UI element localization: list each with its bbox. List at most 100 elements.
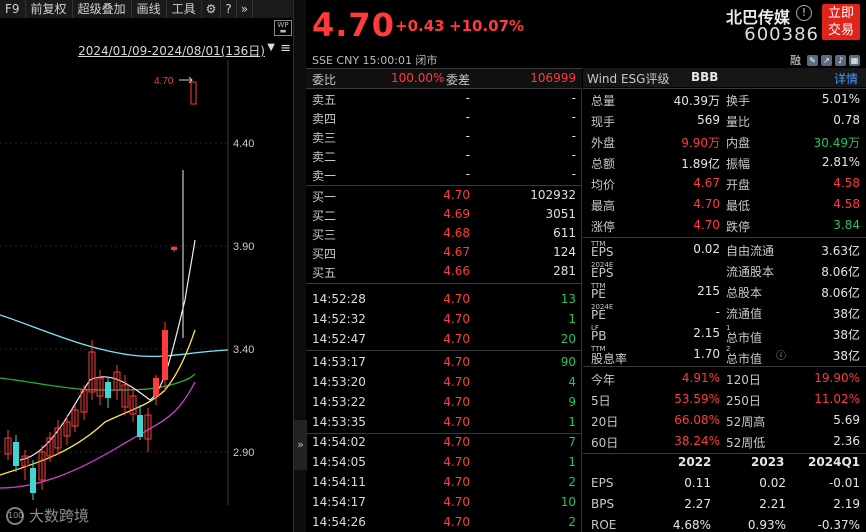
gear-icon[interactable]: ⚙ xyxy=(202,0,222,18)
toolbar-overlay[interactable]: 超级叠加 xyxy=(73,0,132,18)
tick-volume: 90 xyxy=(560,355,576,369)
tick-time: 14:53:17 xyxy=(312,355,366,369)
bid-row[interactable]: 买四 4.67 124 xyxy=(306,243,582,262)
dropdown-triangle-icon[interactable]: ▼ xyxy=(267,42,275,53)
stat-value: 0.78 xyxy=(833,113,860,127)
ask-row[interactable]: 卖二 - - xyxy=(306,146,582,165)
ask-label: 卖一 xyxy=(312,169,337,183)
bid-row[interactable]: 买二 4.69 3051 xyxy=(306,205,582,224)
tick-time: 14:52:32 xyxy=(312,312,366,326)
stat-label-text: 总市值 xyxy=(726,331,763,345)
stat-value: 2.15 xyxy=(693,326,720,340)
stat-label: EPS TTM xyxy=(591,240,613,259)
stat-label: 最高 xyxy=(591,199,616,213)
perf-value: 66.08% xyxy=(674,413,720,427)
stat-value: 40.39万 xyxy=(673,94,720,108)
tick-volume: 9 xyxy=(568,395,576,409)
tick-price: 4.70 xyxy=(443,292,470,306)
tick-volume: 1 xyxy=(568,312,576,326)
trade-button-line1: 立即 xyxy=(827,6,854,21)
stat-label: 总量 xyxy=(591,94,616,108)
bid-row[interactable]: 买三 4.68 611 xyxy=(306,224,582,243)
watermark-logo-icon: 100 xyxy=(6,506,24,525)
share-icon[interactable]: ↗ xyxy=(821,54,832,66)
candlestick-chart[interactable]: 4.40 3.90 3.40 2.90 4.70 xyxy=(0,60,293,505)
fin-value: 0.93% xyxy=(747,518,786,532)
stat-label: 量比 xyxy=(726,115,751,129)
stat-value: 4.70 xyxy=(693,197,720,211)
esg-detail-link[interactable]: 详情 xyxy=(833,72,858,86)
bid-row[interactable]: 买五 4.66 281 xyxy=(306,262,582,281)
tick-time: 14:53:22 xyxy=(312,395,366,409)
ask-volume: - xyxy=(571,148,576,162)
stock-name[interactable]: 北巴传媒 xyxy=(725,8,790,27)
menu-icon[interactable]: ≡ xyxy=(280,41,291,56)
kline-chart-panel[interactable]: F9 前复权 超级叠加 画线 工具 ⚙ ? » WP ▬ 2024/01/09-2… xyxy=(0,0,293,532)
candle xyxy=(63,415,71,445)
stat-row: 最高 4.70 最低 4.58 xyxy=(583,194,866,215)
double-chevron-icon[interactable]: » xyxy=(237,0,254,18)
wp-badge-icon[interactable]: WP ▬ xyxy=(274,20,292,36)
stat-label: 开盘 xyxy=(726,178,751,192)
stat-label-sup: 2 xyxy=(726,345,731,353)
esg-row: Wind ESG评级 BBB 详情 xyxy=(583,68,866,87)
candle xyxy=(71,405,79,432)
help-icon[interactable]: ? xyxy=(221,0,237,18)
axis-tick-label: 3.90 xyxy=(233,241,254,253)
tick-volume: 13 xyxy=(560,292,576,306)
ma-white-line xyxy=(19,239,196,461)
stat-label-text: EPS xyxy=(591,266,614,280)
toolbar-tools[interactable]: 工具 xyxy=(167,0,202,18)
stat-label-text: 股息率 xyxy=(591,352,628,366)
tick-row: 14:54:02 4.70 7 xyxy=(306,433,582,452)
grid-lines xyxy=(0,142,228,453)
trade-now-button[interactable]: 立即 交易 xyxy=(822,4,860,40)
panel-divider: » xyxy=(293,0,307,532)
perf-value: 11.02% xyxy=(814,392,860,406)
tick-row: 14:53:17 4.70 90 xyxy=(306,353,582,372)
fin-value: 0.02 xyxy=(759,476,786,490)
perf-row: 今年 4.91% 120日 19.90% xyxy=(583,368,866,389)
expand-chevron-icon[interactable]: » xyxy=(294,420,307,470)
ask-price: - xyxy=(465,110,470,124)
ask-row[interactable]: 卖四 - - xyxy=(306,108,582,127)
bell-icon[interactable]: ♪ xyxy=(835,54,846,66)
esg-label: Wind ESG评级 xyxy=(587,72,670,86)
ask-row[interactable]: 卖五 - - xyxy=(306,89,582,108)
stat-value: 38亿 xyxy=(832,307,860,321)
fin-year: 2024Q1 xyxy=(808,455,860,469)
toolbar-draw[interactable]: 画线 xyxy=(132,0,167,18)
stat-row: 现手 569 量比 0.78 xyxy=(583,110,866,131)
ask-row[interactable]: 卖三 - - xyxy=(306,127,582,146)
stat-value: 1.89亿 xyxy=(681,157,720,171)
stat-row: 外盘 9.90万 内盘 30.49万 xyxy=(583,131,866,152)
pencil-icon[interactable]: ✎ xyxy=(807,54,818,66)
fin-value: 2.19 xyxy=(833,497,860,511)
ask-label: 卖四 xyxy=(312,112,337,126)
stat-label-sup: TTM xyxy=(591,282,606,290)
stat-label: 最低 xyxy=(726,199,751,213)
fin-value: 0.11 xyxy=(684,476,711,490)
candle xyxy=(38,445,46,490)
tick-price: 4.70 xyxy=(443,515,470,529)
stat-label-sup: 2024E xyxy=(591,303,614,311)
ask-row[interactable]: 卖一 - - xyxy=(306,165,582,184)
candle xyxy=(13,435,19,472)
info-circle-icon[interactable]: ⓘ xyxy=(776,351,786,362)
info-icon[interactable]: ! xyxy=(796,5,812,21)
stat-row: PB LF 2.15 总市值 1 38亿 xyxy=(583,323,866,345)
stat-label-text: EPS xyxy=(591,245,614,259)
toolbar-fuquan[interactable]: 前复权 xyxy=(26,0,73,18)
ma-cyan-line xyxy=(0,314,229,358)
bid-volume: 611 xyxy=(553,226,576,240)
tick-volume: 20 xyxy=(560,332,576,346)
perf-value: 19.90% xyxy=(814,371,860,385)
tick-volume: 4 xyxy=(568,375,576,389)
bid-row[interactable]: 买一 4.70 102932 xyxy=(306,186,582,205)
candle xyxy=(129,390,137,422)
candle xyxy=(171,246,177,252)
grid-icon[interactable]: ▦ xyxy=(849,54,860,66)
date-range-label[interactable]: 2024/01/09-2024/08/01(136日) xyxy=(78,44,265,58)
toolbar-f9[interactable]: F9 xyxy=(0,0,26,18)
tick-price: 4.70 xyxy=(443,475,470,489)
